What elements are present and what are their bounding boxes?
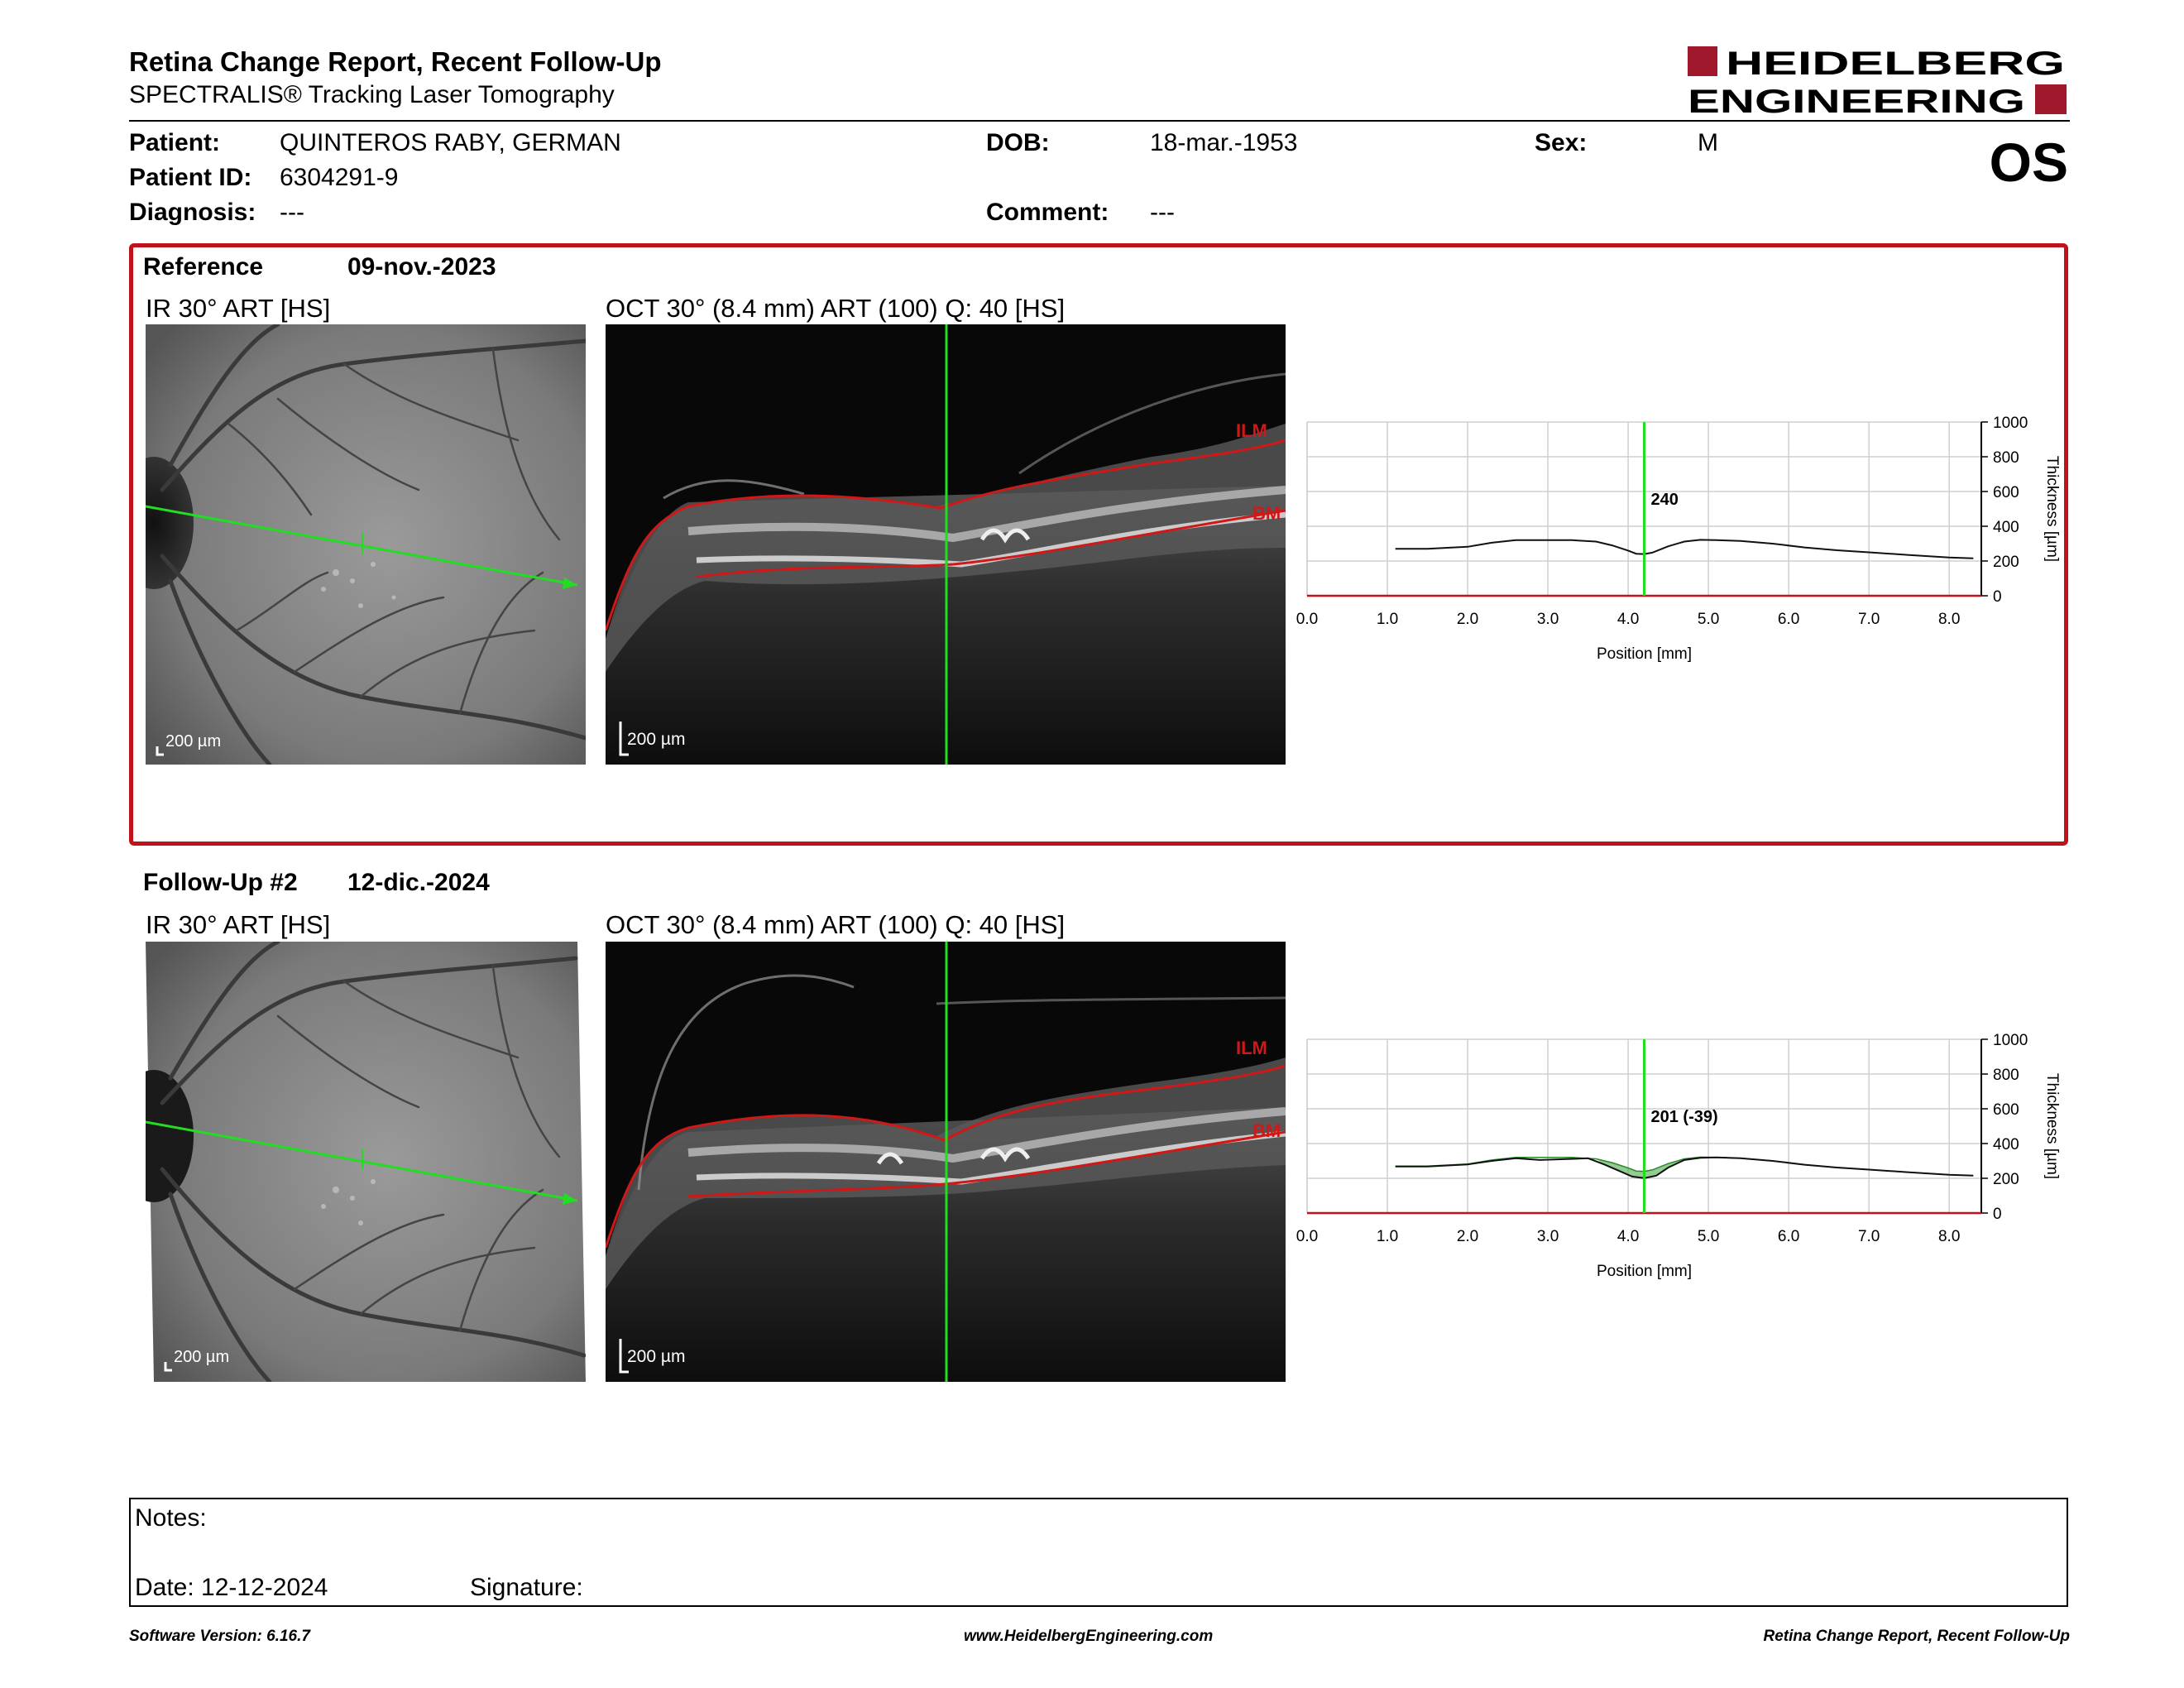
svg-text:200 µm: 200 µm	[174, 1348, 229, 1366]
notes-date: Date: 12-12-2024	[135, 1574, 328, 1601]
followup-oct-title: OCT 30° (8.4 mm) ART (100) Q: 40 [HS]	[606, 910, 1066, 939]
marker-value-label: 240	[1651, 491, 1679, 509]
svg-text:BM: BM	[1252, 1120, 1281, 1141]
followup-oct-bscan-image: ILM BM 200 µm	[606, 942, 1286, 1382]
reference-oct-bscan-image: ILM BM 200 µm	[606, 324, 1286, 765]
y-tick-label: 600	[1993, 1101, 2019, 1119]
signature-label: Signature:	[470, 1574, 583, 1601]
x-tick-label: 4.0	[1617, 611, 1639, 628]
x-tick-label: 2.0	[1457, 611, 1478, 628]
diagnosis-label: Diagnosis:	[129, 199, 256, 226]
comment-label: Comment:	[986, 199, 1109, 226]
x-tick-label: 6.0	[1778, 611, 1799, 628]
followup-ir-title: IR 30° ART [HS]	[146, 910, 331, 939]
patient-name: QUINTEROS RABY, GERMAN	[280, 129, 621, 156]
svg-text:200 µm: 200 µm	[165, 732, 221, 750]
footer-report-name: Retina Change Report, Recent Follow-Up	[1763, 1628, 2070, 1645]
svg-text:200 µm: 200 µm	[627, 730, 685, 749]
y-tick-label: 600	[1993, 484, 2019, 501]
svg-text:HEIDELBERG: HEIDELBERG	[1726, 46, 2065, 82]
company-logo: HEIDELBERG ENGINEERING	[1688, 43, 2070, 120]
x-tick-label: 8.0	[1938, 1228, 1960, 1245]
software-version: Software Version: 6.16.7	[129, 1628, 310, 1645]
x-tick-label: 4.0	[1617, 1228, 1639, 1245]
y-tick-label: 200	[1993, 554, 2019, 571]
y-tick-label: 800	[1993, 1067, 2019, 1084]
y-tick-label: 800	[1993, 449, 2019, 467]
x-tick-label: 3.0	[1537, 611, 1559, 628]
notes-box[interactable]	[129, 1498, 2068, 1607]
chart-plot-area: 0.0 1.0 2.0 3.0 4.0 5.0 6.0 7.0 8.0 0 200 400 600 800…	[1296, 415, 2061, 663]
eye-indicator: OS	[1989, 132, 2068, 193]
x-axis-label: Position [mm]	[1597, 645, 1692, 663]
sex-label: Sex:	[1535, 129, 1588, 156]
website-link[interactable]: www.HeidelbergEngineering.com	[964, 1628, 1214, 1645]
x-tick-label: 3.0	[1537, 1228, 1559, 1245]
y-tick-label: 1000	[1993, 415, 2028, 432]
reference-ir-title: IR 30° ART [HS]	[146, 294, 331, 323]
svg-text:BM: BM	[1252, 503, 1281, 524]
reference-label: Reference	[143, 253, 264, 281]
svg-text:ENGINEERING: ENGINEERING	[1688, 84, 2025, 117]
reference-thickness-chart: 0.0 1.0 2.0 3.0 4.0 5.0 6.0 7.0 8.0 0 200 400 600 800…	[1291, 414, 2085, 679]
x-tick-label: 5.0	[1698, 1228, 1719, 1245]
x-tick-label: 0.0	[1296, 611, 1318, 628]
y-axis-label: Thickness [µm]	[2043, 456, 2061, 562]
thickness-line	[1395, 539, 1974, 559]
dob-value: 18-mar.-1953	[1150, 129, 1298, 156]
x-tick-label: 8.0	[1938, 611, 1960, 628]
chart-plot-area: 0.0 1.0 2.0 3.0 4.0 5.0 6.0 7.0 8.0 0 200 400 600 800…	[1296, 1032, 2061, 1280]
x-axis-label: Position [mm]	[1597, 1263, 1692, 1280]
header-divider	[129, 120, 2070, 122]
y-tick-label: 1000	[1993, 1032, 2028, 1049]
reference-ir-fundus-image: 200 µm	[146, 324, 586, 765]
followup-ir-fundus-image: 200 µm	[146, 942, 586, 1382]
x-tick-label: 0.0	[1296, 1228, 1318, 1245]
x-tick-label: 2.0	[1457, 1228, 1478, 1245]
x-tick-label: 5.0	[1698, 611, 1719, 628]
notes-label: Notes:	[135, 1504, 207, 1532]
x-tick-label: 7.0	[1858, 611, 1880, 628]
y-axis-label: Thickness [µm]	[2043, 1073, 2061, 1179]
reference-date: 09-nov.-2023	[347, 253, 496, 281]
followup-label: Follow-Up #2	[143, 869, 298, 896]
marker-value-label: 201 (-39)	[1651, 1108, 1718, 1126]
sex-value: M	[1698, 129, 1718, 156]
x-tick-label: 7.0	[1858, 1228, 1880, 1245]
comment-value: ---	[1150, 199, 1175, 226]
report-subtitle: SPECTRALIS® Tracking Laser Tomography	[129, 81, 615, 108]
followup-date: 12-dic.-2024	[347, 869, 490, 896]
report-title: Retina Change Report, Recent Follow-Up	[129, 46, 662, 77]
svg-text:200 µm: 200 µm	[627, 1347, 685, 1366]
dob-label: DOB:	[986, 129, 1050, 156]
y-tick-label: 400	[1993, 519, 2019, 536]
x-tick-label: 6.0	[1778, 1228, 1799, 1245]
thickness-line	[1395, 1156, 1974, 1179]
svg-text:ILM: ILM	[1236, 1038, 1267, 1058]
patient-name-label: Patient:	[129, 129, 221, 156]
reference-oct-title: OCT 30° (8.4 mm) ART (100) Q: 40 [HS]	[606, 294, 1066, 323]
patient-id-label: Patient ID:	[129, 164, 252, 191]
svg-text:ILM: ILM	[1236, 420, 1267, 441]
reference-frame	[129, 243, 2068, 846]
y-tick-label: 0	[1993, 588, 2002, 606]
y-tick-label: 200	[1993, 1171, 2019, 1188]
x-tick-label: 1.0	[1377, 1228, 1398, 1245]
x-tick-label: 1.0	[1377, 611, 1398, 628]
patient-id: 6304291-9	[280, 164, 399, 191]
y-tick-label: 400	[1993, 1136, 2019, 1153]
diagnosis-value: ---	[280, 199, 304, 226]
y-tick-label: 0	[1993, 1206, 2002, 1223]
followup-thickness-chart: 0.0 1.0 2.0 3.0 4.0 5.0 6.0 7.0 8.0 0 200 400 600 800…	[1291, 1031, 2085, 1296]
